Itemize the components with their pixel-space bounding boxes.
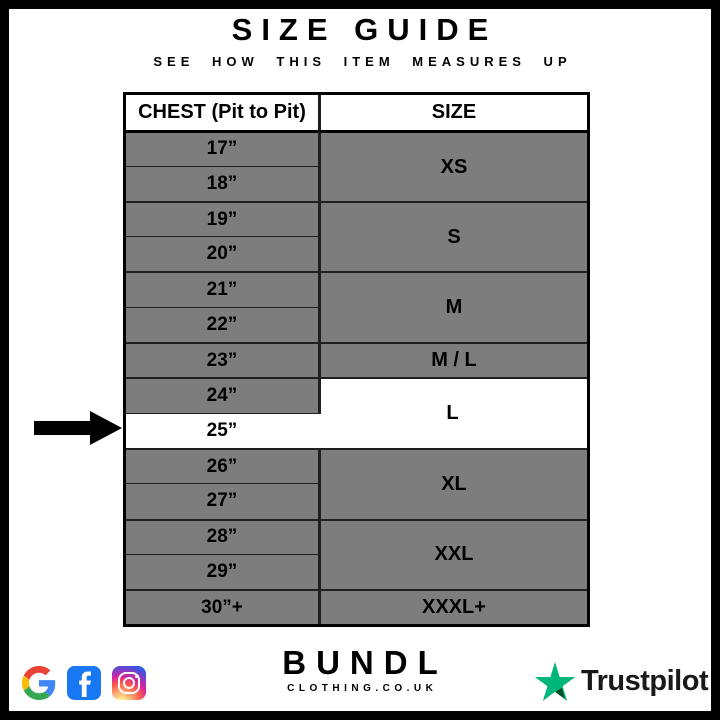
trustpilot-star-icon [534,661,576,701]
page-subtitle: SEE HOW THIS ITEM MEASURES UP [153,54,572,69]
size-value-cell: XS [318,130,587,201]
social-icons [22,666,146,700]
instagram-lens [123,677,135,689]
chest-value-cell: 28” [126,518,318,554]
instagram-dot [134,674,138,678]
size-value-cell: S [318,200,587,272]
chest-value-cell: 19” [126,200,318,237]
brand-name: BUNDL [282,644,448,681]
size-value-cell: L [318,377,587,448]
size-column-header: SIZE [318,95,587,131]
size-value-cell: XXL [318,518,587,590]
chest-value-cell: 18” [126,165,318,201]
chest-value-cell: 17” [126,130,318,166]
instagram-frame [118,672,140,694]
brand-logo: BUNDL CLOTHING.CO.UK [0,646,720,694]
size-table: CHEST (Pit to Pit) SIZE 17” 18” XS 19” 20” S 2… [123,92,590,628]
chest-value-cell: 25” [126,412,318,448]
page-title: SIZE GUIDE [231,12,498,47]
size-value-cell: M / L [318,342,587,378]
facebook-icon[interactable] [67,666,101,700]
chest-value-cell: 20” [126,236,318,272]
chest-value-cell: 22” [126,306,318,343]
size-value-cell: XXXL+ [318,589,587,625]
chest-value-cell: 24” [126,377,318,413]
chest-value-cell: 27” [126,483,318,519]
chest-value-cell: 26” [126,447,318,484]
size-value-cell: XL [318,447,587,519]
chest-column-header: CHEST (Pit to Pit) [126,95,318,131]
chest-value-cell: 21” [126,271,318,307]
instagram-icon[interactable] [112,666,146,700]
chest-value-cell: 29” [126,553,318,590]
chest-value-cell: 23” [126,342,318,378]
trustpilot-logo[interactable]: Trustpilot [534,661,709,701]
current-size-arrow-icon [34,411,122,445]
size-value-cell: M [318,271,587,343]
google-icon[interactable] [22,666,56,700]
trustpilot-label: Trustpilot [581,664,709,697]
brand-tagline: CLOTHING.CO.UK [287,683,438,694]
chest-value-cell: 30”+ [126,589,318,625]
